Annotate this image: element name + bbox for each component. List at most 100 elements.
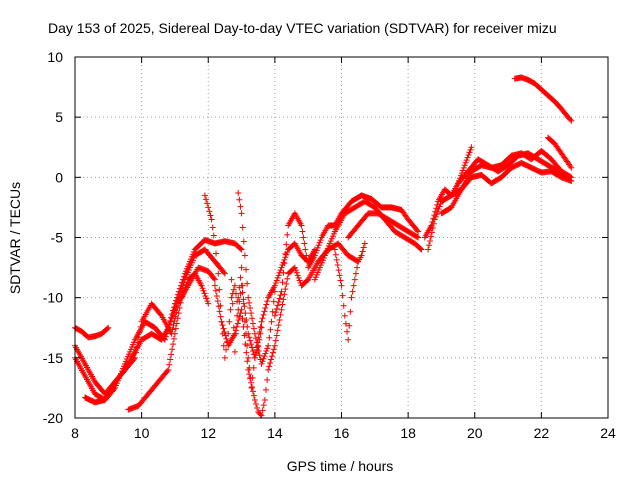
data-point bbox=[218, 318, 225, 325]
data-point bbox=[262, 350, 269, 357]
data-point bbox=[247, 337, 254, 344]
data-point bbox=[251, 330, 258, 337]
data-point bbox=[467, 146, 474, 153]
data-point bbox=[354, 264, 361, 271]
data-point bbox=[271, 282, 278, 289]
data-point bbox=[295, 274, 302, 281]
series-track-9 bbox=[235, 189, 278, 367]
data-point bbox=[238, 264, 245, 271]
data-point bbox=[133, 344, 140, 351]
data-point bbox=[273, 305, 280, 312]
data-point bbox=[261, 396, 268, 403]
data-point bbox=[230, 286, 237, 293]
data-point bbox=[181, 286, 188, 293]
data-point bbox=[568, 117, 575, 124]
data-point bbox=[240, 238, 247, 245]
data-point bbox=[272, 309, 279, 316]
data-point bbox=[351, 276, 358, 283]
series-track-4 bbox=[81, 264, 218, 406]
series-track-17 bbox=[455, 150, 572, 187]
data-point bbox=[213, 292, 220, 299]
data-point bbox=[229, 300, 236, 307]
data-point bbox=[236, 284, 243, 291]
data-point bbox=[427, 237, 434, 244]
data-point bbox=[251, 396, 258, 403]
data-point bbox=[342, 320, 349, 327]
data-point bbox=[340, 302, 347, 309]
data-point bbox=[283, 241, 290, 248]
data-point bbox=[246, 299, 253, 306]
data-point bbox=[170, 322, 177, 329]
data-point bbox=[280, 296, 287, 303]
data-point bbox=[213, 250, 220, 257]
data-point bbox=[269, 308, 276, 315]
data-point bbox=[564, 173, 571, 180]
series-track-3 bbox=[72, 324, 112, 341]
data-point bbox=[173, 320, 180, 327]
data-point bbox=[304, 258, 311, 265]
x-tick-label: 22 bbox=[534, 425, 550, 441]
data-point bbox=[283, 251, 290, 258]
data-point bbox=[240, 300, 247, 307]
data-point bbox=[277, 311, 284, 318]
data-point bbox=[313, 247, 320, 254]
data-point bbox=[204, 200, 211, 207]
data-point bbox=[276, 317, 283, 324]
data-point bbox=[427, 233, 434, 240]
data-point bbox=[183, 281, 190, 288]
data-point bbox=[417, 245, 424, 252]
data-point bbox=[170, 335, 177, 342]
data-point bbox=[239, 282, 246, 289]
series-track-13 bbox=[345, 210, 422, 241]
data-point bbox=[271, 342, 278, 349]
data-point bbox=[244, 280, 251, 287]
data-point bbox=[361, 240, 368, 247]
data-point bbox=[177, 299, 184, 306]
data-point bbox=[227, 306, 234, 313]
data-point bbox=[434, 208, 441, 215]
data-point bbox=[567, 116, 574, 123]
data-point bbox=[275, 272, 282, 279]
y-tick-label: 10 bbox=[47, 49, 63, 65]
data-point bbox=[223, 346, 230, 353]
data-point bbox=[234, 312, 241, 319]
series-track-11 bbox=[311, 198, 425, 283]
data-point bbox=[463, 157, 470, 164]
data-point bbox=[245, 354, 252, 361]
data-point bbox=[248, 310, 255, 317]
data-point bbox=[246, 334, 253, 341]
data-point bbox=[333, 256, 340, 263]
data-point bbox=[248, 384, 255, 391]
series-track-12 bbox=[331, 240, 368, 343]
data-point bbox=[255, 334, 262, 341]
data-point bbox=[269, 349, 276, 356]
data-point bbox=[212, 287, 219, 294]
data-point bbox=[211, 276, 218, 283]
data-point bbox=[220, 325, 227, 332]
data-point bbox=[300, 234, 307, 241]
data-point bbox=[172, 325, 179, 332]
data-point bbox=[235, 294, 242, 301]
chart-title: Day 153 of 2025, Sidereal Day-to-day VTE… bbox=[48, 20, 557, 36]
x-axis-label: GPS time / hours bbox=[287, 458, 394, 474]
data-point bbox=[250, 325, 257, 332]
data-point bbox=[208, 216, 215, 223]
series-track-19 bbox=[511, 74, 575, 124]
data-point bbox=[466, 149, 473, 156]
data-point bbox=[460, 164, 467, 171]
data-point bbox=[277, 292, 284, 299]
data-point bbox=[235, 317, 242, 324]
data-point bbox=[157, 311, 164, 318]
data-point bbox=[222, 332, 229, 339]
data-point bbox=[258, 360, 265, 367]
data-point bbox=[348, 294, 355, 301]
data-point bbox=[260, 355, 267, 362]
data-point bbox=[258, 324, 265, 331]
data-point bbox=[437, 200, 444, 207]
y-tick-label: -20 bbox=[43, 410, 63, 426]
data-point bbox=[135, 334, 142, 341]
data-point bbox=[360, 244, 367, 251]
data-point bbox=[266, 363, 273, 370]
data-point bbox=[565, 174, 572, 181]
data-point bbox=[303, 252, 310, 259]
